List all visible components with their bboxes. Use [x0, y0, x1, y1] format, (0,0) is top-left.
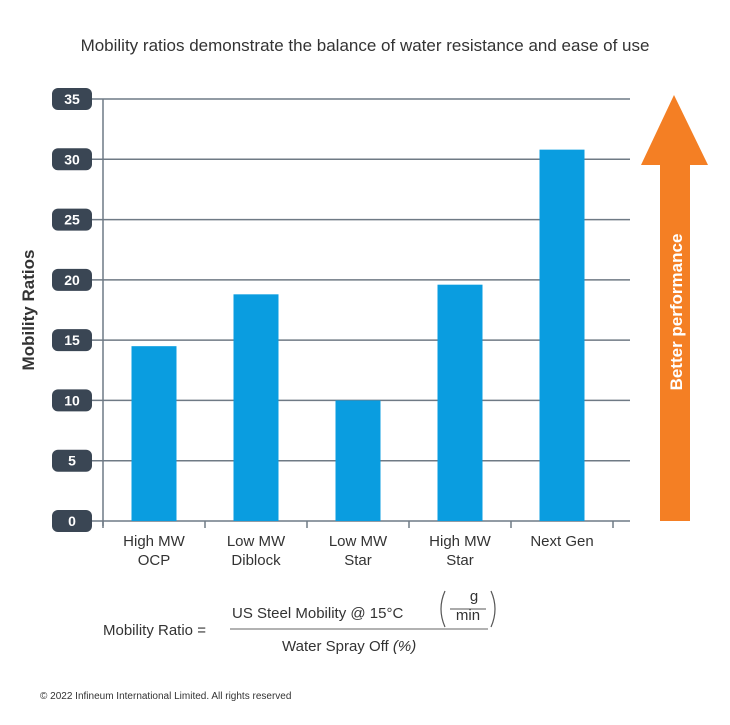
formula-denominator-text: Water Spray Off — [282, 638, 389, 655]
x-tick-label: Next Gen — [530, 533, 593, 550]
x-tick-label: Diblock — [231, 552, 281, 569]
y-tick-label: 30 — [64, 151, 80, 167]
right-paren — [490, 590, 496, 628]
bar — [335, 400, 381, 521]
y-tick-pill — [52, 510, 92, 532]
bar — [233, 294, 279, 521]
performance-arrow — [641, 95, 708, 521]
y-tick-label: 35 — [64, 91, 80, 107]
y-tick-pill — [52, 208, 92, 231]
y-tick-label: 15 — [64, 332, 80, 348]
formula-denominator-unit: (%) — [392, 638, 417, 655]
copyright: © 2022 Infineum International Limited. A… — [40, 691, 292, 702]
formula-unit-top: g — [469, 588, 479, 605]
arrow-label: Better performance — [667, 234, 686, 391]
bar — [131, 346, 177, 521]
y-tick-label: 20 — [64, 272, 80, 288]
chart-title: Mobility ratios demonstrate the balance … — [80, 36, 650, 55]
left-paren — [440, 590, 446, 628]
formula-denominator: Water Spray Off (%) — [282, 638, 416, 655]
y-tick-label: 0 — [68, 513, 76, 529]
y-tick-label: 25 — [64, 212, 80, 228]
y-tick-pill — [52, 148, 92, 171]
y-tick-pill — [52, 329, 92, 352]
x-tick-label: High MW — [123, 533, 186, 550]
x-tick-label: Low MW — [227, 533, 286, 550]
y-tick-pill — [52, 389, 92, 412]
y-tick-label: 10 — [64, 392, 80, 408]
bar — [437, 284, 483, 521]
y-tick-label: 5 — [68, 453, 76, 469]
formula-lhs: Mobility Ratio = — [103, 622, 206, 639]
x-tick-label: Low MW — [329, 533, 388, 550]
formula-unit-bottom: min — [455, 607, 481, 624]
y-tick-pill — [52, 268, 92, 291]
x-tick-label: Star — [446, 552, 474, 569]
y-tick-pill — [52, 88, 92, 110]
x-tick-label: OCP — [138, 552, 171, 569]
bar — [539, 149, 585, 521]
x-tick-label: High MW — [429, 533, 492, 550]
formula-numerator: US Steel Mobility @ 15°C — [232, 605, 404, 622]
y-tick-pill — [52, 449, 92, 472]
x-tick-label: Star — [344, 552, 372, 569]
y-axis-label: Mobility Ratios — [19, 250, 38, 371]
